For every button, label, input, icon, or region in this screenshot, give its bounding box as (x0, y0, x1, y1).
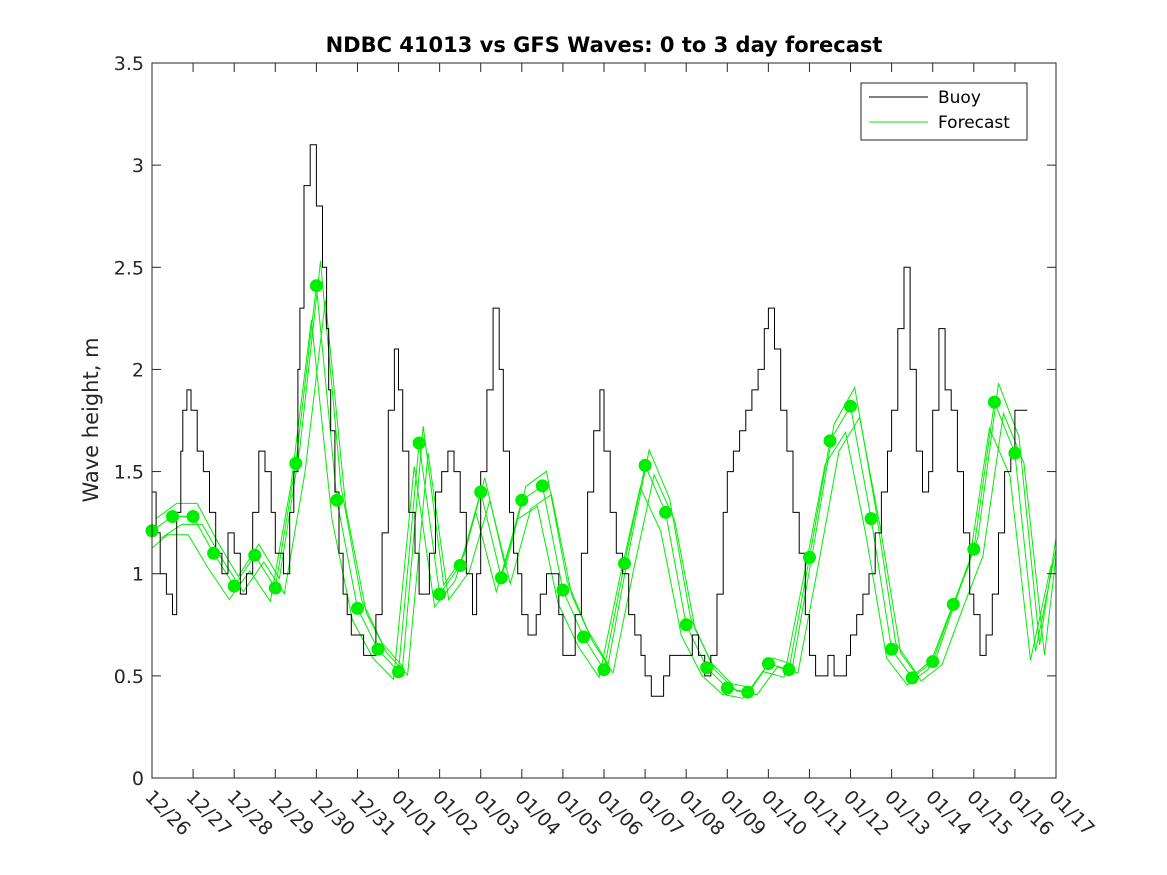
forecast-marker (309, 279, 323, 293)
forecast-marker (782, 663, 796, 677)
buoy-series (152, 144, 1028, 697)
forecast-marker (844, 399, 857, 413)
forecast-marker (412, 436, 426, 450)
forecast-marker (474, 485, 488, 499)
forecast-marker (227, 579, 241, 593)
forecast-marker (248, 548, 262, 562)
y-tick-label: 2.5 (114, 257, 144, 279)
forecast-marker (720, 681, 734, 695)
forecast-marker (864, 512, 878, 526)
y-axis-label: Wave height, m (79, 337, 103, 502)
forecast-marker (659, 505, 673, 519)
forecast-marker (618, 557, 631, 570)
forecast-marker (433, 587, 447, 601)
forecast-marker (515, 493, 529, 507)
forecast-marker (453, 559, 467, 572)
buoy-line (152, 144, 1028, 697)
forecast-line-variant-3 (160, 300, 1057, 696)
forecast-marker (926, 655, 940, 669)
forecast-marker (494, 571, 508, 585)
chart-title: NDBC 41013 vs GFS Waves: 0 to 3 day fore… (326, 33, 883, 57)
forecast-marker (905, 671, 919, 685)
forecast-marker (392, 665, 405, 679)
forecast-marker (289, 456, 303, 470)
forecast-marker (535, 479, 549, 493)
forecast-marker (577, 630, 590, 644)
forecast-marker (556, 583, 570, 597)
y-tick-label: 0.5 (114, 666, 144, 688)
forecast-marker (967, 542, 981, 556)
forecast-marker (186, 510, 200, 523)
forecast-marker (741, 685, 755, 699)
forecast-marker (207, 546, 221, 560)
forecast-marker (166, 510, 179, 523)
y-tick-label: 1.5 (114, 462, 144, 484)
forecast-marker (823, 434, 837, 448)
legend-buoy-label: Buoy (938, 88, 981, 108)
y-tick-label: 2 (132, 359, 144, 381)
forecast-marker (1008, 446, 1022, 460)
forecast-marker (761, 657, 775, 671)
forecast-marker (946, 597, 960, 611)
forecast-line-variant-2 (155, 261, 1057, 689)
y-tick-label: 1 (132, 564, 144, 586)
y-tick-label: 3.5 (114, 53, 144, 75)
forecast-marker (268, 581, 282, 595)
y-tick-label: 3 (132, 155, 144, 177)
forecast-marker (330, 493, 344, 507)
forecast-marker (885, 642, 899, 656)
forecast-marker (700, 661, 714, 675)
forecast-marker (371, 642, 385, 656)
forecast-marker (351, 601, 364, 615)
legend-forecast-label: Forecast (938, 113, 1010, 133)
forecast-marker (987, 395, 1001, 409)
legend-box (860, 82, 1028, 141)
forecast-marker (638, 458, 652, 472)
y-tick-label: 0 (132, 768, 144, 790)
forecast-marker (597, 663, 611, 677)
forecast-marker (679, 618, 693, 632)
legend: Buoy Forecast (860, 82, 1028, 141)
forecast-marker (803, 550, 816, 564)
